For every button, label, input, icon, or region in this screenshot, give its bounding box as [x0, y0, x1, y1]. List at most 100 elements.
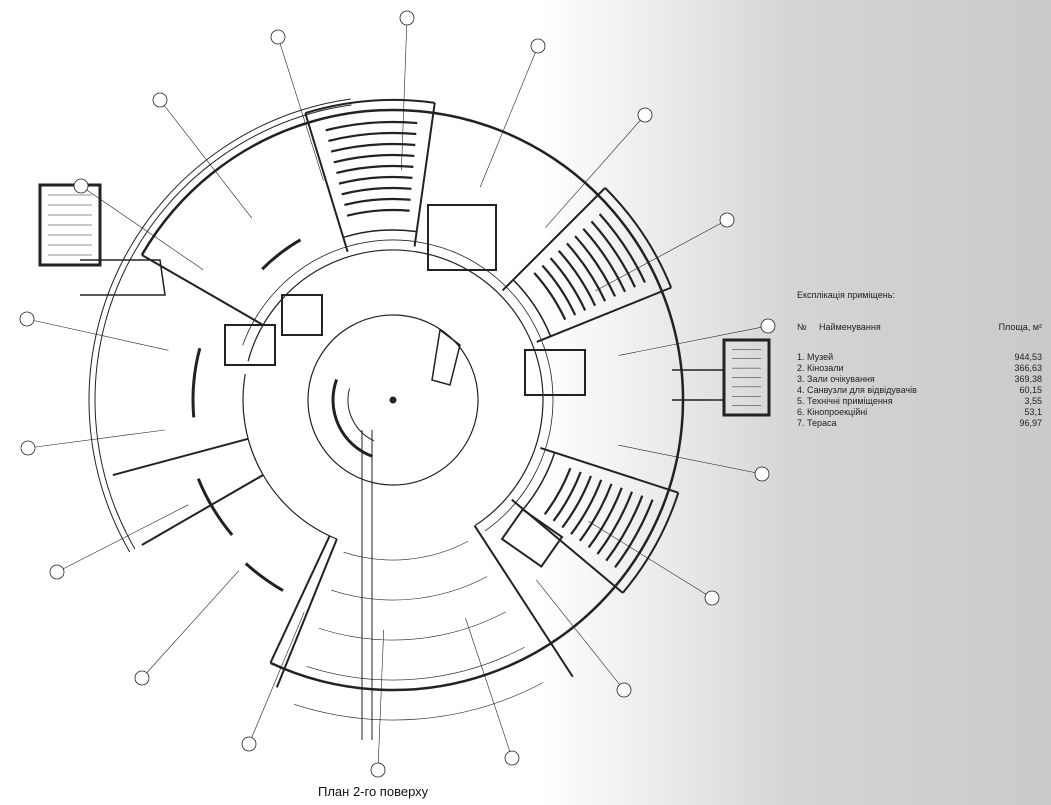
terrace-step: [331, 576, 488, 601]
legend-title: Експлікація приміщень:: [797, 290, 895, 300]
leader-line: [159, 99, 253, 219]
leader-line: [479, 45, 539, 188]
leader-line: [536, 579, 625, 691]
axis-bubble: [704, 590, 720, 606]
display-wall: [244, 562, 284, 592]
hall-wall: [304, 99, 435, 115]
seat-row: [533, 272, 567, 321]
room-name: 7. Тераса: [797, 418, 837, 428]
hall-wall: [540, 446, 679, 494]
leader-line: [377, 629, 384, 771]
seat-row: [341, 186, 412, 196]
service-core: [524, 349, 586, 396]
room-area: 60,15: [1019, 385, 1042, 395]
display-wall: [191, 347, 202, 418]
inner-ring: [242, 373, 338, 540]
seat-row: [596, 491, 634, 555]
hall-wall: [536, 286, 672, 343]
axis-bubble: [19, 311, 35, 327]
legend-row: 7. Тераса 96,97: [797, 418, 1042, 429]
bridge: [80, 259, 725, 401]
axis-bubble: [152, 92, 168, 108]
legend-row: 1. Музей 944,53: [797, 352, 1042, 363]
leader-line: [618, 444, 763, 475]
center-mark: [389, 396, 397, 404]
seat-row: [338, 175, 413, 185]
axis-bubble: [270, 29, 286, 45]
hall-wall: [501, 187, 606, 292]
legend-row: 5. Технічні приміщення 3,55: [797, 396, 1042, 407]
room-area: 3,55: [1024, 396, 1042, 406]
axis-bubble: [241, 736, 257, 752]
axis-bubble: [370, 762, 386, 778]
seat-row: [590, 220, 636, 288]
seat-row: [570, 479, 603, 535]
axis-bubble: [754, 466, 770, 482]
display-wall: [261, 238, 302, 271]
legend-row: 4. Санвузли для відвідувачів 60,15: [797, 385, 1042, 396]
leader-line: [545, 114, 646, 228]
axis-bubble: [20, 440, 36, 456]
partition: [112, 437, 249, 477]
axis-bubble: [530, 38, 546, 54]
leader-line: [27, 429, 166, 449]
pool: [500, 508, 564, 568]
seat-row: [566, 242, 607, 302]
service-core: [281, 294, 323, 336]
seat-row: [336, 164, 414, 175]
legend-row: 6. Кінопроекційні 53,1: [797, 407, 1042, 418]
terrace-step: [343, 541, 469, 561]
partition: [141, 474, 264, 546]
leader-line: [618, 325, 769, 356]
seat-row: [549, 257, 587, 311]
seat-row: [346, 208, 410, 217]
stair: [431, 328, 461, 386]
inner-ring: [247, 249, 544, 527]
hall-wall: [604, 187, 673, 288]
room-area: 96,97: [1019, 418, 1042, 428]
service-core: [224, 324, 276, 366]
leader-line: [588, 521, 713, 599]
leader-line: [401, 17, 408, 171]
seat-row: [330, 142, 416, 153]
col-no: №: [797, 322, 807, 332]
terrace-wall: [275, 538, 338, 688]
room-name: 3. Зали очікування: [797, 374, 875, 384]
leader-line: [248, 612, 305, 745]
leader-line: [80, 185, 204, 271]
seat-row: [344, 197, 411, 207]
ramp: [347, 388, 375, 442]
partition: [141, 254, 264, 326]
partition: [269, 535, 331, 664]
service-core: [427, 204, 497, 271]
seat-row: [552, 471, 582, 522]
axis-bubble: [760, 318, 776, 334]
room-name: 5. Технічні приміщення: [797, 396, 893, 406]
legend-row: 2. Кінозали 366,63: [797, 363, 1042, 374]
hall-wall: [522, 452, 556, 510]
legend-rows: 1. Музей 944,53 2. Кінозали 366,63 3. Зали о…: [797, 352, 1042, 429]
room-name: 1. Музей: [797, 352, 834, 362]
outer-glazing: [94, 104, 352, 550]
seat-row: [579, 483, 613, 542]
room-area: 366,63: [1014, 363, 1042, 373]
ramp: [331, 378, 373, 458]
leader-line: [56, 504, 189, 573]
seat-row: [541, 264, 577, 316]
seat-row: [543, 467, 572, 516]
seat-row: [582, 227, 627, 293]
room-area: 944,53: [1014, 352, 1042, 362]
col-name: Найменування: [819, 322, 881, 332]
leader-line: [277, 36, 324, 181]
hall-wall: [304, 112, 349, 253]
room-area: 53,1: [1024, 407, 1042, 417]
seat-row: [574, 235, 617, 297]
room-name: 6. Кінопроекційні: [797, 407, 868, 417]
col-area: Площа, м²: [998, 322, 1042, 332]
leader-line: [141, 570, 240, 679]
legend-header: № Найменування Площа, м²: [797, 322, 1042, 332]
terrace-step: [318, 611, 506, 641]
display-wall: [196, 478, 234, 536]
seat-row: [325, 120, 418, 132]
